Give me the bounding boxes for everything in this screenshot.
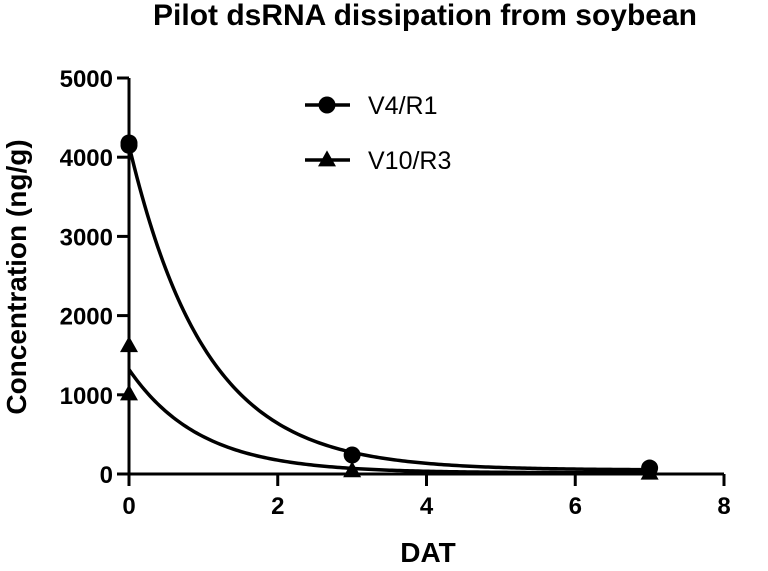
y-axis-label: Concentration (ng/g) [1, 139, 32, 414]
y-tick-label: 3000 [60, 224, 113, 251]
legend-label-0: V4/R1 [368, 92, 437, 120]
data-points [120, 134, 659, 480]
x-tick-label: 4 [420, 493, 434, 520]
y-tick-label: 2000 [60, 304, 113, 331]
chart-title: Pilot dsRNA dissipation from soybean [153, 0, 697, 32]
x-tick-label: 8 [717, 493, 730, 520]
y-tick-label: 0 [100, 462, 113, 489]
legend-marker-1 [318, 150, 336, 167]
x-tick-label: 2 [271, 493, 284, 520]
data-point-1-2 [343, 461, 362, 478]
axes: 0 1000 2000 3000 4000 5000 0 2 4 6 8 [60, 66, 731, 520]
data-point-1-1 [120, 384, 138, 401]
data-point-1-0 [120, 336, 138, 353]
x-tick-label: 0 [122, 493, 135, 520]
y-tick-label: 1000 [60, 383, 113, 410]
fit-curve-0 [127, 144, 650, 472]
data-point-0-1 [120, 136, 138, 154]
x-axis-label: DAT [400, 537, 455, 568]
data-point-1-3 [640, 463, 659, 480]
fit-curves [127, 144, 650, 475]
legend-marker-0 [318, 96, 336, 114]
legend: V4/R1 V10/R3 [305, 92, 451, 175]
y-tick-label: 5000 [60, 66, 113, 93]
data-point-0-2 [343, 446, 361, 464]
legend-label-1: V10/R3 [368, 147, 451, 175]
fit-curve-1 [127, 368, 650, 475]
y-tick-label: 4000 [60, 145, 113, 172]
x-tick-label: 6 [569, 493, 582, 520]
